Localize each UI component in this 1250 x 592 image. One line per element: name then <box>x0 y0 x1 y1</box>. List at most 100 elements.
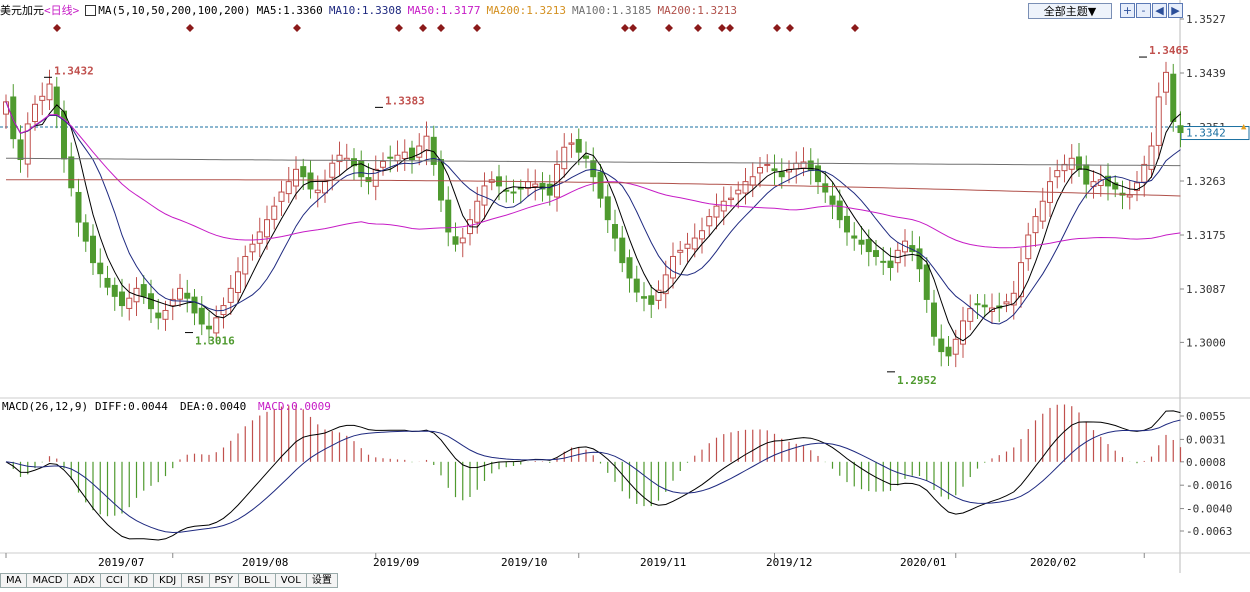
candle-up <box>655 289 662 301</box>
event-diamond-icon <box>437 24 445 32</box>
candle-down <box>575 138 582 153</box>
tab-7[interactable]: PSY <box>209 573 240 588</box>
extreme-label: 1.3465 <box>1149 44 1189 57</box>
ma200-line <box>6 179 1181 197</box>
extreme-label: 1.3383 <box>385 94 425 107</box>
price-tick-label: 1.3175 <box>1186 229 1226 242</box>
ma10-value: MA10:1.3308 <box>328 3 402 17</box>
tab-2[interactable]: ADX <box>68 573 101 588</box>
candle-down <box>880 260 887 263</box>
macd-tick-label: 0.0055 <box>1186 410 1226 423</box>
candle-down <box>17 139 24 161</box>
candle-up <box>1054 170 1061 178</box>
candle-up <box>561 146 568 170</box>
tab-8[interactable]: BOLL <box>239 573 276 588</box>
event-diamond-icon <box>665 24 673 32</box>
candle-down <box>351 158 357 167</box>
candle-up <box>1018 262 1024 298</box>
candle-up <box>706 216 713 227</box>
candle-down <box>604 196 611 221</box>
candle-up <box>416 145 423 158</box>
candle-down <box>546 183 553 196</box>
tab-5[interactable]: KDJ <box>154 573 183 588</box>
tab-6[interactable]: RSI <box>182 573 210 588</box>
candle-up <box>249 243 256 253</box>
event-diamond-icon <box>851 24 859 32</box>
candle-down <box>858 239 865 245</box>
candle-down <box>1083 164 1090 185</box>
candle-up <box>343 157 350 161</box>
candle-up <box>459 237 466 244</box>
candle-up <box>278 191 285 202</box>
ma-settings-icon[interactable] <box>85 4 97 16</box>
candle-up <box>162 309 169 320</box>
tab-3[interactable]: CCI <box>100 573 129 588</box>
last-price-label: 1.3342 <box>1186 127 1226 140</box>
candle-up <box>329 162 336 178</box>
candle-down <box>1076 156 1082 170</box>
extreme-label: 1.3432 <box>54 64 94 77</box>
candle-down <box>865 239 872 253</box>
event-diamond-icon <box>293 24 301 32</box>
price-tick-label: 1.3439 <box>1186 67 1226 80</box>
theme-dropdown[interactable]: 全部主题▼ <box>1028 3 1112 19</box>
candle-down <box>184 292 191 299</box>
candle-down <box>771 168 778 172</box>
candle-up <box>474 200 481 223</box>
event-diamond-icon <box>718 24 726 32</box>
ma5-value: MA5:1.3360 <box>256 3 323 17</box>
zoom-out-icon[interactable]: - <box>1136 3 1151 18</box>
candle-up <box>757 167 763 174</box>
scroll-left-icon[interactable]: ◀ <box>1152 3 1167 18</box>
indicator-tabs: MA MACD ADX CCI KD KDJ RSI PSY BOLL VOL 设置 <box>0 573 338 588</box>
candle-down <box>829 195 836 205</box>
event-diamond-icon <box>773 24 781 32</box>
time-tick-label: 2019/08 <box>242 556 288 569</box>
tab-4[interactable]: KD <box>128 573 155 588</box>
event-diamond-icon <box>419 24 427 32</box>
event-diamond-icon <box>186 24 194 32</box>
candle-up <box>336 154 343 163</box>
candle-down <box>887 260 894 269</box>
candle-up <box>1155 96 1162 146</box>
period-label[interactable]: <日线> <box>44 4 80 17</box>
zoom-in-icon[interactable]: + <box>1120 3 1135 18</box>
candle-up <box>1148 145 1155 170</box>
tab-1[interactable]: MACD <box>27 573 69 588</box>
candle-down <box>844 215 850 233</box>
event-diamond-icon <box>473 24 481 32</box>
candle-down <box>931 302 937 337</box>
time-tick-label: 2019/07 <box>98 556 144 569</box>
candle-up <box>532 183 539 188</box>
tab-10[interactable]: 设置 <box>306 573 338 588</box>
candle-down <box>438 159 444 201</box>
alert-icon: ▲ <box>1241 122 1247 132</box>
candle-up <box>1068 157 1075 170</box>
candle-up <box>169 298 176 307</box>
tab-9[interactable]: VOL <box>275 573 307 588</box>
scroll-right-icon[interactable]: ▶ <box>1168 3 1183 18</box>
candle-up <box>952 338 959 355</box>
candle-down <box>111 284 118 297</box>
price-tick-label: 1.3263 <box>1186 175 1226 188</box>
candle-down <box>75 191 82 223</box>
ma200-value: MA200:1.3213 <box>486 3 567 17</box>
candle-down <box>387 156 394 159</box>
candle-up <box>742 181 749 194</box>
candle-down <box>778 171 785 178</box>
tab-0[interactable]: MA <box>0 573 28 588</box>
candle-up <box>372 168 379 187</box>
candle-down <box>626 257 633 279</box>
candle-up <box>735 189 742 195</box>
price-tick-label: 1.3087 <box>1186 283 1226 296</box>
ma50-line <box>5 101 1181 249</box>
candle-up <box>322 181 328 194</box>
candle-down <box>510 191 517 194</box>
candle-up <box>32 103 38 123</box>
event-diamond-icon <box>53 24 61 32</box>
candle-down <box>53 86 60 116</box>
candle-up <box>1163 71 1169 93</box>
event-diamond-icon <box>694 24 702 32</box>
macd-tick-label: -0.0063 <box>1186 525 1232 538</box>
